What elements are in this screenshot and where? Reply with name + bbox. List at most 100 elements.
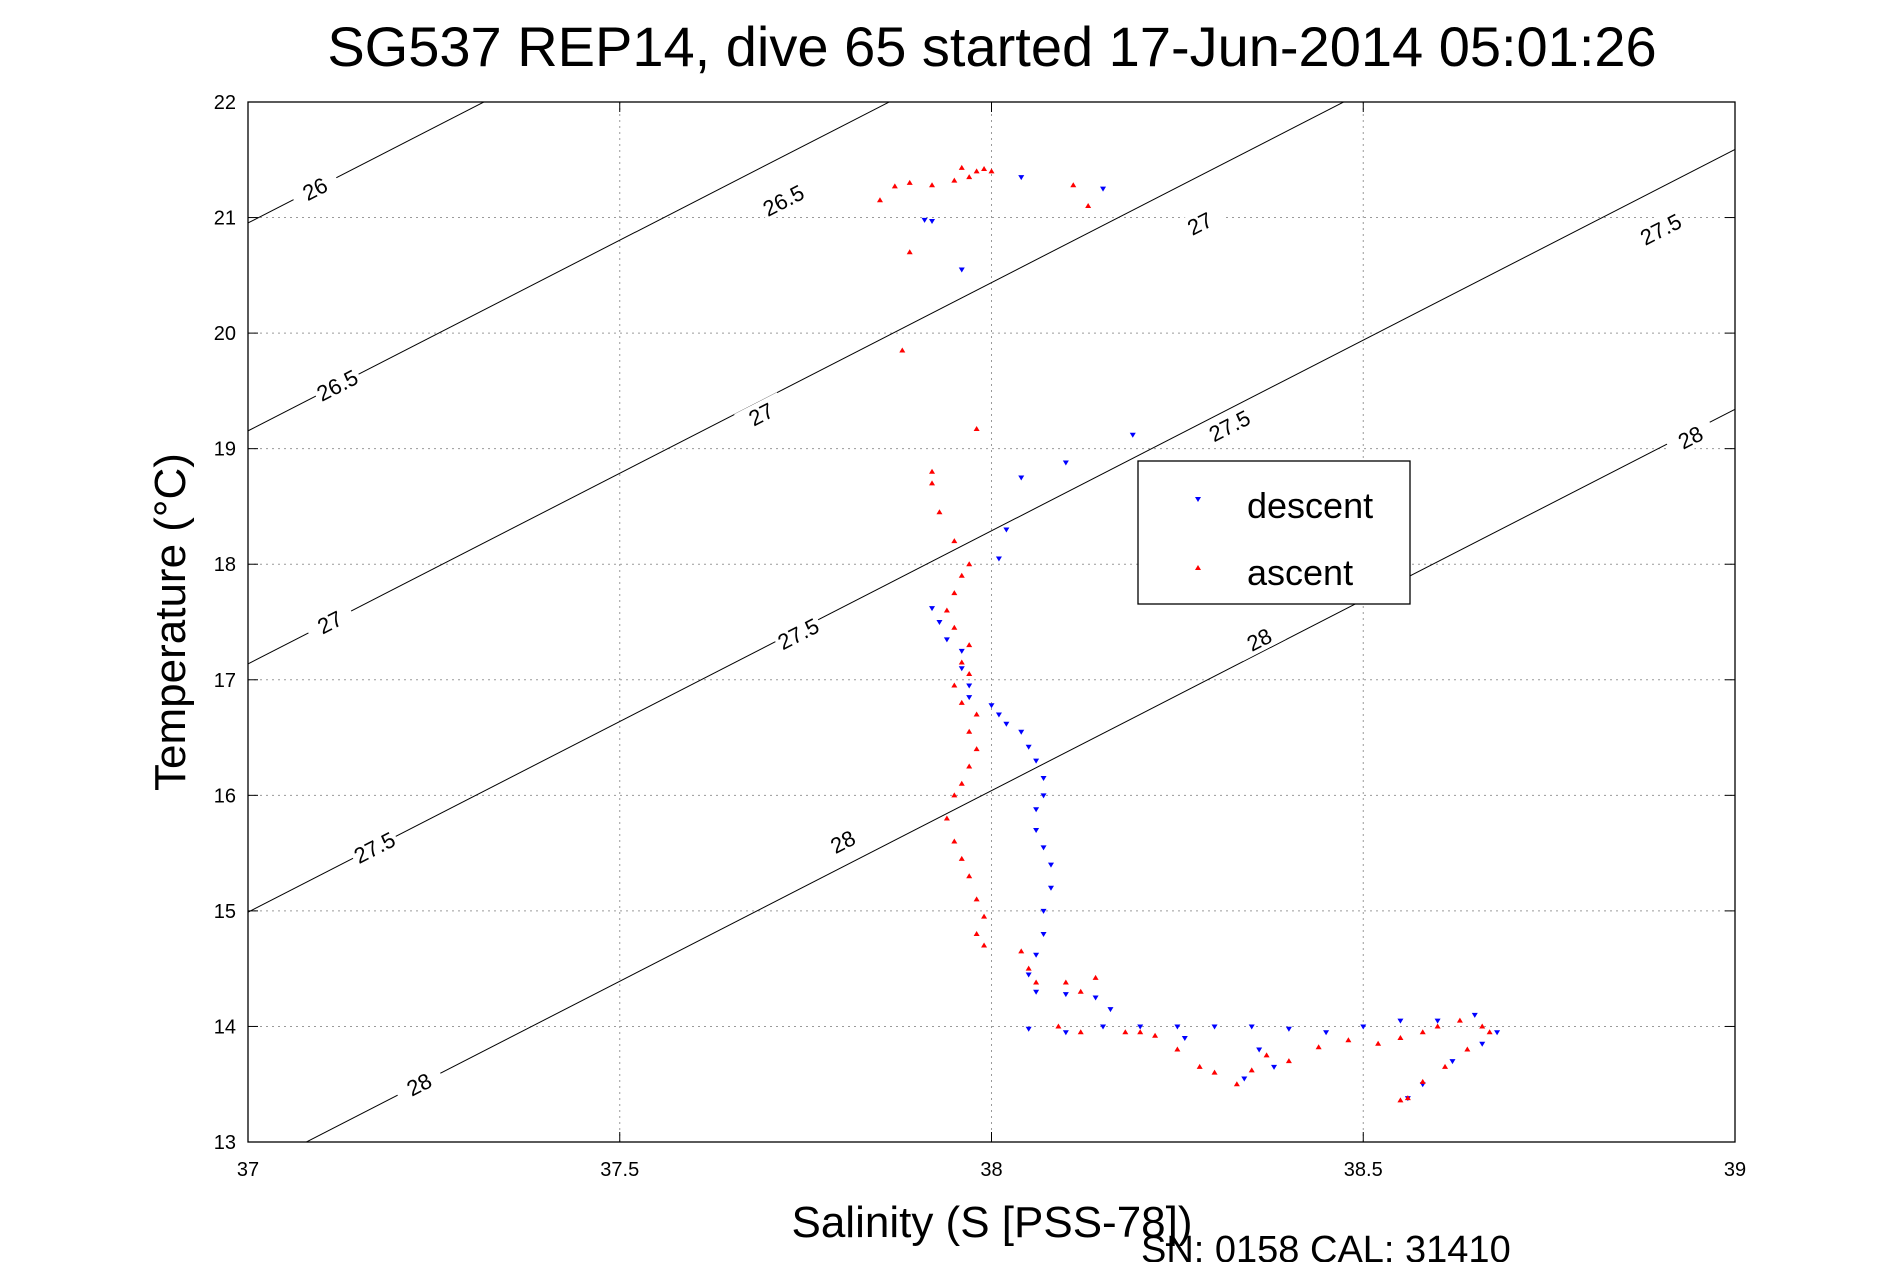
legend-ascent-marker — [1195, 565, 1201, 570]
isopycnal-line — [248, 149, 1735, 913]
ascent-point — [1077, 1029, 1084, 1035]
isopycnal-label-bg — [1232, 617, 1286, 661]
descent-point — [929, 606, 936, 612]
x-tick-label: 38 — [980, 1159, 1002, 1181]
ascent-point — [1486, 1029, 1493, 1035]
descent-point — [1025, 972, 1032, 978]
ascent-point — [958, 699, 965, 705]
y-tick-label: 13 — [214, 1132, 236, 1154]
y-tick-label: 15 — [214, 901, 236, 923]
ascent-point — [1233, 1081, 1240, 1087]
ascent-point — [1419, 1078, 1426, 1084]
ascent-point — [966, 728, 973, 734]
ascent-point — [966, 561, 973, 567]
descent-point — [1092, 995, 1099, 1001]
ascent-point — [1174, 1046, 1181, 1052]
serial-calibration-footer: SN: 0158 CAL: 31410 — [1141, 1229, 1511, 1262]
ascent-point — [1211, 1069, 1218, 1075]
ascent-point — [1077, 988, 1084, 994]
ascent-point — [1315, 1044, 1322, 1050]
ascent-point — [958, 659, 965, 665]
descent-point — [943, 637, 950, 643]
ascent-point — [988, 168, 995, 174]
ascent-point — [951, 538, 958, 544]
ascent-point — [929, 182, 936, 188]
ascent-point — [1479, 1023, 1486, 1029]
isopycnal-label-bg — [815, 819, 870, 864]
ascent-point — [958, 855, 965, 861]
ascent-point — [951, 682, 958, 688]
isopycnal-label-bg — [302, 600, 357, 644]
ascent-point — [1085, 203, 1092, 208]
x-tick-label: 37.5 — [600, 1159, 639, 1181]
descent-point — [966, 683, 973, 689]
descent-point — [1018, 175, 1025, 181]
descent-point — [1062, 460, 1069, 466]
descent-point — [995, 556, 1002, 562]
descent-point — [1003, 721, 1010, 727]
descent-point — [1137, 1024, 1144, 1030]
ascent-point — [1062, 979, 1069, 985]
descent-point — [1033, 807, 1040, 813]
descent-point — [1040, 908, 1047, 914]
ascent-point — [1375, 1040, 1382, 1046]
descent-point — [1494, 1030, 1501, 1036]
legend-ascent-label: ascent — [1247, 552, 1353, 593]
descent-point — [1285, 1026, 1292, 1032]
legend: descent ascent — [1137, 460, 1411, 605]
y-tick-label: 21 — [214, 208, 236, 230]
descent-point — [1062, 1030, 1069, 1036]
isopycnal-line — [248, 102, 1345, 665]
legend-descent-marker — [1195, 497, 1201, 502]
descent-point — [1033, 828, 1040, 833]
descent-point — [1397, 1018, 1404, 1024]
descent-point — [1047, 885, 1054, 891]
ascent-point — [973, 746, 980, 752]
ascent-point — [1248, 1067, 1255, 1073]
ascent-point — [1137, 1029, 1144, 1035]
ascent-point — [951, 624, 958, 630]
ascent-point — [973, 931, 980, 936]
descent-point — [1040, 776, 1047, 781]
ascent-point — [1345, 1037, 1352, 1043]
ascent-point — [1285, 1058, 1292, 1064]
ascent-point — [1464, 1046, 1471, 1052]
descent-point — [958, 648, 965, 654]
ascent-point — [943, 607, 950, 613]
ascent-point — [929, 480, 936, 486]
ascent-point — [951, 792, 958, 798]
x-tick-label: 39 — [1724, 1159, 1746, 1181]
descent-point — [936, 620, 943, 625]
descent-point — [1100, 186, 1107, 192]
ascent-point — [1070, 182, 1077, 188]
isopycnal-label-bg — [734, 392, 788, 436]
ascent-point — [981, 166, 988, 172]
y-tick-label: 14 — [214, 1016, 236, 1038]
descent-point — [1025, 744, 1032, 750]
descent-point — [1271, 1064, 1278, 1070]
ascent-point — [891, 183, 898, 189]
ascent-point — [973, 426, 980, 432]
ascent-point — [958, 572, 965, 578]
ascent-point — [958, 164, 965, 170]
ascent-point — [1419, 1029, 1426, 1035]
descent-point — [966, 695, 973, 701]
ascent-point — [936, 509, 943, 515]
y-tick-label: 22 — [214, 92, 236, 114]
ascent-point — [1018, 948, 1025, 954]
legend-descent-label: descent — [1247, 485, 1373, 526]
ascent-point — [1122, 1029, 1129, 1035]
ascent-point — [966, 174, 973, 180]
ascent-point — [951, 177, 958, 183]
descent-point — [958, 666, 965, 672]
descent-point — [958, 267, 965, 273]
ascent-point — [973, 711, 980, 717]
ascent-point — [981, 942, 988, 948]
y-axis-label: Temperature (°C) — [146, 453, 195, 791]
ascent-point — [1434, 1023, 1441, 1029]
isopycnal-label-bg — [1172, 201, 1227, 245]
ascent-point — [1196, 1063, 1203, 1069]
isopycnal-label-bg — [310, 363, 365, 407]
chart-title: SG537 REP14, dive 65 started 17-Jun-2014… — [327, 15, 1656, 78]
descent-point — [1033, 758, 1040, 764]
